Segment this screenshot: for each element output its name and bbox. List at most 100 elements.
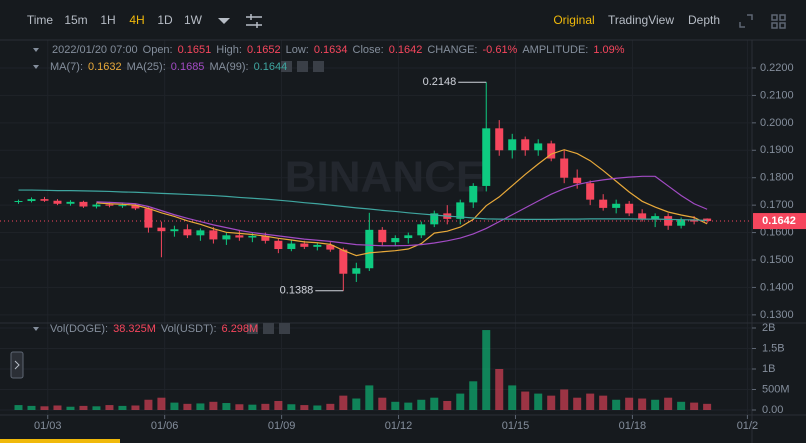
volume-tick-label: 1B (762, 363, 775, 375)
volume-bar (27, 405, 36, 410)
volume-bar (274, 400, 283, 410)
candle-body (313, 244, 322, 247)
volume-bar (651, 399, 660, 410)
y-tick-label: 0.1400 (760, 281, 794, 293)
collapse-volume[interactable] (33, 327, 39, 331)
candle-body (482, 128, 491, 186)
fullscreen-icon[interactable] (739, 14, 753, 28)
interval-tab[interactable]: Time (27, 13, 54, 27)
volume-bar (365, 385, 374, 410)
high-label: 0.2148 (423, 76, 457, 88)
x-tick-label: 01/09 (268, 420, 296, 432)
volume-bar (391, 401, 400, 410)
interval-tab[interactable]: 15m (64, 13, 87, 27)
legend-label: MA(7): (50, 61, 83, 73)
y-tick-label: 0.2200 (760, 62, 794, 74)
last-price-label: 0.1642 (762, 215, 796, 227)
x-tick-label: 01/06 (151, 420, 179, 432)
volume-bar (92, 406, 101, 410)
y-tick-label: 0.2000 (760, 117, 794, 129)
volume-bar (573, 397, 582, 410)
interval-tab[interactable]: 1D (157, 13, 173, 27)
legend-value: 0.1685 (171, 61, 205, 73)
candle-body (404, 235, 413, 239)
low-label: 0.1388 (280, 285, 314, 297)
ma-controls[interactable] (281, 61, 324, 72)
volume-bar (404, 402, 413, 410)
more-intervals[interactable] (218, 18, 230, 24)
info-value: 1.09% (593, 44, 624, 56)
volume-bar (638, 398, 647, 410)
volume-bar (456, 393, 465, 410)
interval-tab[interactable]: 4H (129, 13, 144, 27)
candle-body (287, 243, 296, 250)
view-tab[interactable]: Depth (688, 13, 720, 27)
collapse-info[interactable] (33, 48, 39, 52)
candle-body (261, 235, 270, 241)
x-tick-label: 01/15 (502, 420, 530, 432)
collapse-ma[interactable] (33, 65, 39, 69)
ma-legend: MA(7): 0.1632 MA(25): 0.1685 MA(99): 0.1644 (50, 61, 287, 73)
volume-bar (677, 401, 686, 410)
candle-body (118, 205, 127, 207)
candle-body (209, 230, 218, 240)
volume-controls[interactable] (247, 323, 290, 334)
layout-icon[interactable] (771, 14, 786, 29)
candle-body (144, 208, 153, 228)
candle-body (469, 185, 478, 203)
volume-bar (209, 401, 218, 410)
info-value: 0.1634 (314, 44, 348, 56)
volume-bar (430, 397, 439, 410)
legend-label: MA(99): (209, 61, 248, 73)
volume-tick-label: 0.00 (762, 404, 783, 416)
volume-bar (521, 391, 530, 410)
legend-label: Vol(USDT): (161, 323, 217, 335)
candle-body (677, 219, 686, 226)
info-label: Low: (286, 44, 309, 56)
x-tick-label: 01/12 (385, 420, 413, 432)
interval-tab[interactable]: 1W (184, 13, 203, 27)
volume-bar (534, 393, 543, 410)
volume-bar (599, 395, 608, 410)
volume-bar (378, 397, 387, 410)
view-tab[interactable]: Original (553, 13, 594, 27)
candle-body (300, 243, 309, 247)
info-label: AMPLITUDE: (522, 44, 588, 56)
candle-body (339, 249, 348, 274)
volume-bar (352, 398, 361, 410)
settings-icon[interactable] (246, 14, 262, 28)
volume-bar (612, 399, 621, 410)
volume-bar (482, 330, 491, 410)
expand-arrow (14, 360, 20, 370)
volume-bar (625, 397, 634, 410)
volume-bar (40, 406, 49, 410)
candle-body (248, 235, 257, 238)
volume-bar (53, 405, 62, 410)
info-value: 0.1652 (247, 44, 281, 56)
volume-bar (560, 389, 569, 410)
volume-bar (703, 403, 712, 410)
y-tick-label: 0.1700 (760, 199, 794, 211)
volume-bar (339, 395, 348, 410)
volume-bar (495, 369, 504, 410)
expand-panel[interactable] (10, 351, 24, 379)
candle-body (235, 235, 244, 238)
candle-body (508, 139, 517, 151)
volume-bar (157, 397, 166, 410)
candle-body (638, 213, 647, 219)
ma-line (18, 189, 708, 222)
volume-bar (222, 403, 231, 410)
candle-body (547, 143, 556, 159)
view-tab[interactable]: TradingView (608, 13, 674, 27)
volume-bar (261, 403, 270, 410)
info-label: CHANGE: (427, 44, 477, 56)
legend-value: 6.298M (222, 323, 259, 335)
candle-body (131, 205, 140, 209)
volume-bar (105, 405, 114, 410)
scroll-indicator (0, 439, 120, 443)
volume-bar (690, 402, 699, 410)
candle-body (170, 229, 179, 232)
ma-line (96, 175, 708, 247)
ohlc-info: 2022/01/20 07:00 Open: 0.1651 High: 0.1652 Lo… (52, 44, 625, 56)
interval-tab[interactable]: 1H (100, 13, 115, 27)
